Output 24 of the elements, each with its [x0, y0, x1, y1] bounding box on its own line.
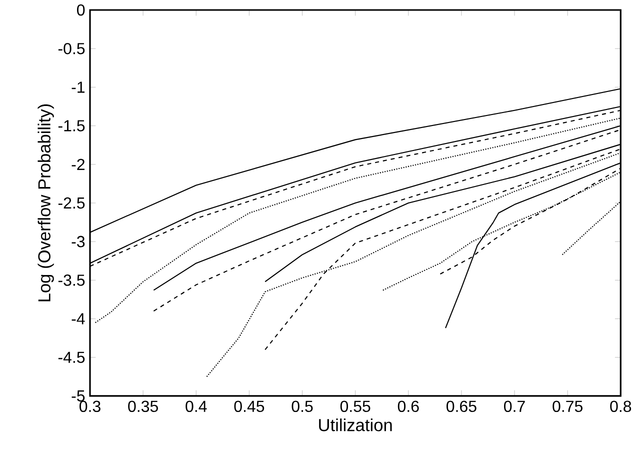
x-tick-label: 0.45 [234, 400, 264, 412]
y-axis-title: Log (Overflow Probability) [38, 104, 54, 302]
x-tick-label: 0.4 [186, 400, 207, 412]
y-tick-label: -5 [72, 390, 85, 402]
x-tick-label: 0.75 [552, 400, 582, 412]
y-tick-label: -4 [72, 313, 85, 324]
x-tick-label: 0.7 [504, 400, 525, 412]
y-tick-label: -1.5 [58, 120, 85, 132]
y-tick-label: -2 [72, 158, 84, 170]
y-tick-label: -3 [72, 236, 85, 248]
x-tick-label: 0.35 [128, 400, 158, 412]
x-axis-title: Utilization [319, 418, 392, 432]
x-tick-label: 0.65 [446, 400, 476, 412]
y-tick-label: -2.5 [58, 197, 85, 209]
x-tick-label: 0.3 [80, 400, 100, 412]
y-tick-label: 0 [77, 4, 85, 16]
y-tick-label: -3.5 [58, 274, 85, 286]
y-tick-label: -0.5 [58, 42, 85, 54]
x-tick-label: 0.8 [610, 400, 632, 412]
x-tick-label: 0.55 [340, 400, 370, 412]
x-tick-label: 0.6 [398, 400, 419, 412]
y-tick-label: -1 [72, 82, 85, 93]
x-tick-label: 0.5 [292, 400, 313, 412]
y-tick-label: -4.5 [58, 352, 85, 363]
